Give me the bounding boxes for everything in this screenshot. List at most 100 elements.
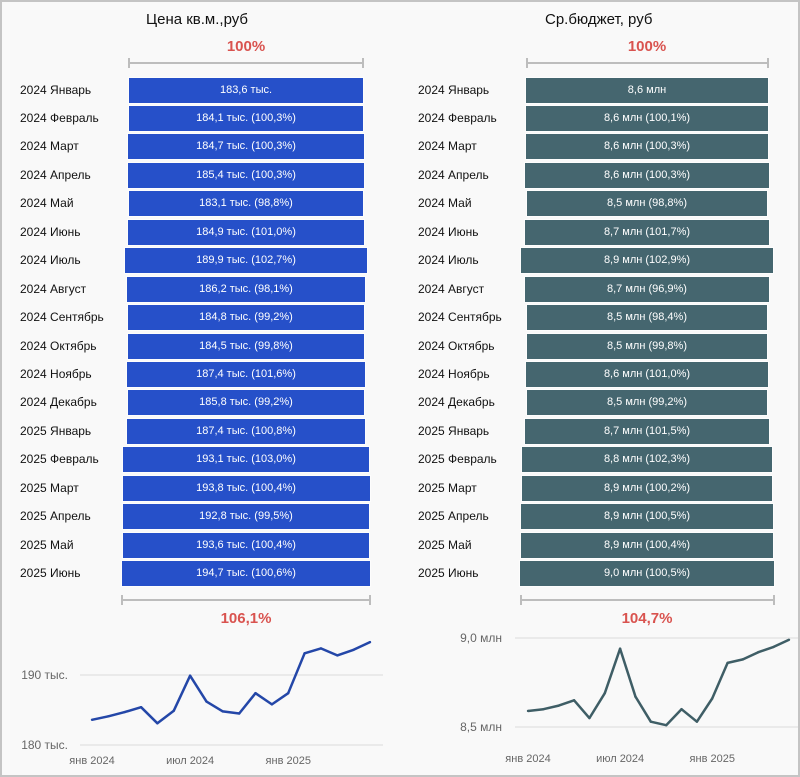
funnel-bar[interactable]: 9,0 млн (100,5%) (520, 561, 774, 587)
funnel-bar[interactable]: 184,7 тыс. (100,3%) (128, 134, 364, 160)
funnel-bar[interactable]: 8,9 млн (100,5%) (521, 504, 773, 530)
funnel-bar[interactable]: 185,8 тыс. (99,2%) (127, 390, 365, 416)
data-point (336, 654, 339, 657)
funnel-bar[interactable]: 8,9 млн (100,4%) (520, 532, 774, 558)
funnel-bar[interactable]: 8,5 млн (98,4%) (526, 305, 768, 331)
row-label: 2024 Февраль (20, 110, 99, 125)
funnel-bar[interactable]: 8,5 млн (99,2%) (526, 390, 768, 416)
row-label: 2024 Декабрь (418, 395, 495, 410)
funnel-bar[interactable]: 8,6 млн (526, 77, 768, 103)
funnel-bar[interactable]: 186,2 тыс. (98,1%) (127, 276, 365, 302)
funnel-bar[interactable]: 184,5 тыс. (99,8%) (128, 333, 364, 359)
row-label: 2025 Июнь (418, 566, 479, 581)
budget-top-bracket (526, 58, 769, 68)
row-label: 2025 Июнь (20, 566, 81, 581)
y-tick-label: 9,0 млн (460, 631, 502, 645)
data-point (557, 704, 560, 707)
funnel-bar[interactable]: 184,8 тыс. (99,2%) (128, 305, 364, 331)
funnel-bar[interactable]: 8,9 млн (100,2%) (521, 475, 773, 501)
row-label: 2024 Апрель (418, 167, 489, 182)
funnel-bar[interactable]: 187,4 тыс. (100,8%) (126, 418, 366, 444)
data-point (680, 708, 683, 711)
x-tick-label: янв 2025 (690, 753, 735, 765)
data-point (526, 709, 530, 713)
data-point (172, 709, 175, 712)
data-point (303, 652, 306, 655)
row-label: 2025 Апрель (20, 509, 91, 524)
data-point (254, 692, 257, 695)
row-label: 2025 Апрель (418, 509, 489, 524)
funnel-bar[interactable]: 193,1 тыс. (103,0%) (122, 447, 370, 473)
series-line (91, 640, 371, 725)
funnel-bar[interactable]: 189,9 тыс. (102,7%) (124, 248, 367, 274)
price-top-percent: 100% (226, 38, 266, 55)
row-label: 2024 Ноябрь (418, 367, 490, 381)
funnel-bar[interactable]: 192,8 тыс. (99,5%) (123, 504, 369, 530)
data-point (741, 658, 745, 661)
x-tick-label: янв 2024 (69, 755, 114, 767)
row-label: 2024 Июль (418, 253, 479, 268)
y-tick-label: 8,5 млн (460, 720, 502, 734)
data-point (695, 720, 699, 723)
funnel-bar[interactable]: 184,9 тыс. (101,0%) (128, 219, 364, 245)
data-point (139, 706, 143, 709)
funnel-bar[interactable]: 8,6 млн (101,0%) (525, 362, 769, 387)
row-label: 2024 Ноябрь (20, 367, 92, 381)
row-label: 2024 Декабрь (20, 395, 97, 410)
funnel-bar[interactable]: 194,7 тыс. (100,6%) (121, 561, 371, 587)
data-point (237, 712, 241, 715)
row-label: 2024 Август (418, 281, 485, 296)
data-point (123, 710, 126, 714)
row-label: 2024 Июнь (20, 224, 81, 239)
data-point (603, 691, 606, 695)
budget-bottom-bracket (520, 595, 775, 605)
data-point (319, 647, 323, 650)
x-tick-label: июл 2024 (596, 753, 644, 765)
data-point (352, 648, 355, 651)
data-point (711, 697, 714, 700)
budget-line-chart: 8,5 млн 9,0 млн янв 2024 июл 2024 янв 2025 (460, 631, 798, 765)
data-point (156, 722, 159, 725)
funnel-bar[interactable]: 8,9 млн (102,9%) (521, 248, 773, 274)
data-point (588, 716, 591, 720)
funnel-bar[interactable]: 8,6 млн (100,3%) (525, 162, 769, 188)
data-point (634, 695, 637, 698)
row-label: 2025 Май (20, 537, 74, 552)
row-label: 2025 Март (418, 480, 477, 495)
funnel-bar[interactable]: 193,6 тыс. (100,4%) (122, 532, 370, 558)
row-label: 2025 Январь (418, 423, 490, 438)
funnel-bar[interactable]: 187,4 тыс. (101,6%) (126, 362, 366, 387)
row-label: 2024 Июнь (418, 224, 479, 239)
x-tick-label: янв 2025 (266, 755, 311, 767)
budget-chart-title: Ср.бюджет, руб (545, 11, 653, 28)
data-point (618, 647, 622, 650)
data-point (205, 700, 208, 703)
row-label: 2024 Январь (418, 82, 490, 97)
funnel-bar[interactable]: 183,1 тыс. (98,8%) (129, 191, 363, 217)
funnel-bar[interactable]: 8,6 млн (100,1%) (525, 105, 769, 131)
funnel-bar[interactable]: 184,1 тыс. (100,3%) (128, 105, 364, 131)
funnel-bar[interactable]: 193,8 тыс. (100,4%) (122, 475, 370, 501)
row-label: 2025 Февраль (20, 452, 99, 467)
price-line-chart: 180 тыс. 190 тыс. янв 2024 июл 2024 янв 2025 (21, 640, 383, 767)
budget-top-percent: 100% (627, 38, 667, 55)
funnel-bar[interactable]: 183,6 тыс. (129, 77, 363, 103)
data-point (772, 645, 775, 649)
row-label: 2024 Сентябрь (20, 310, 104, 325)
row-label: 2024 Февраль (418, 110, 497, 125)
funnel-bar[interactable]: 8,7 млн (96,9%) (524, 276, 770, 302)
data-point (542, 708, 545, 711)
data-point (221, 710, 225, 713)
funnel-bar[interactable]: 8,5 млн (99,8%) (527, 333, 767, 359)
row-label: 2025 Февраль (418, 452, 497, 467)
funnel-bar[interactable]: 8,6 млн (100,3%) (525, 134, 769, 160)
funnel-bar[interactable]: 8,8 млн (102,3%) (522, 447, 772, 473)
funnel-bar[interactable]: 8,5 млн (98,8%) (526, 191, 768, 217)
data-point (664, 724, 668, 727)
funnel-bar[interactable]: 185,4 тыс. (100,3%) (127, 162, 365, 188)
funnel-bar[interactable]: 8,7 млн (101,5%) (525, 418, 769, 444)
data-point (572, 699, 576, 702)
row-label: 2025 Март (20, 480, 79, 495)
funnel-bar[interactable]: 8,7 млн (101,7%) (524, 219, 770, 245)
row-label: 2024 Сентябрь (418, 310, 502, 325)
